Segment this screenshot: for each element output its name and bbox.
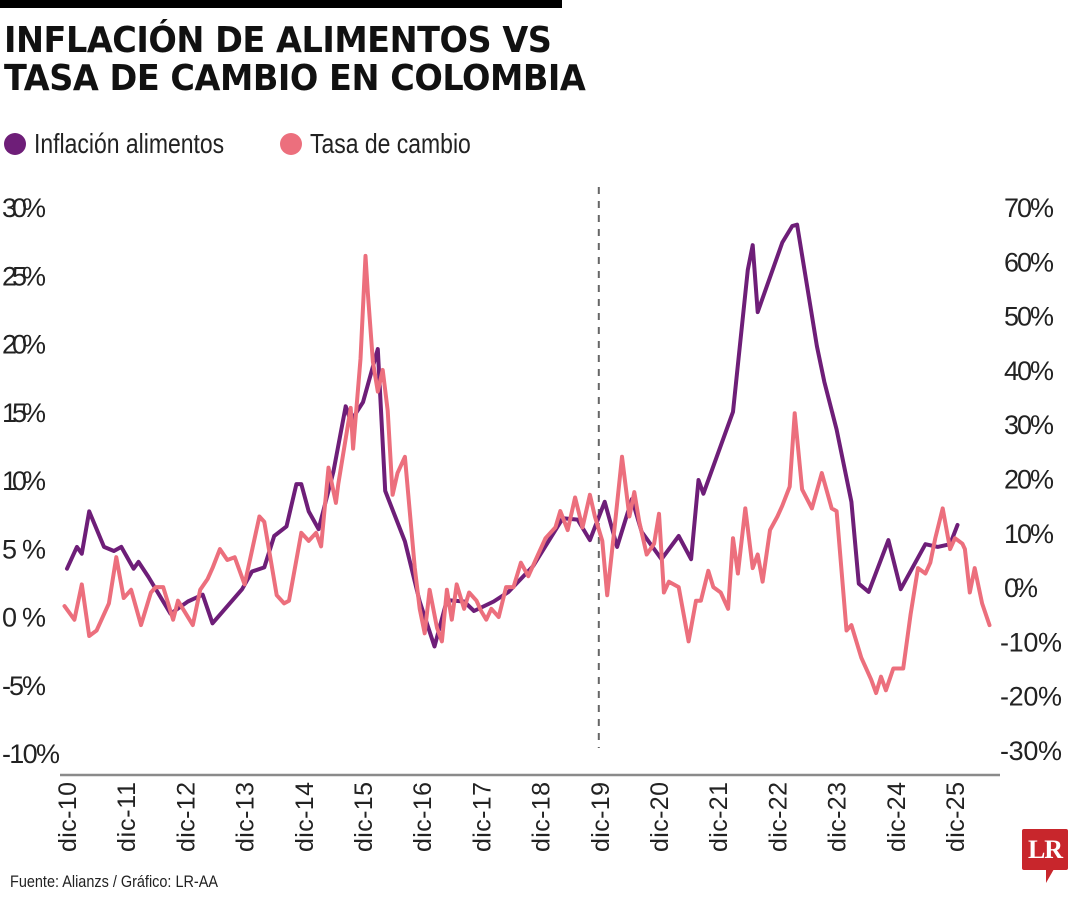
y-axis-right: 70% 60% 50% 40% 30% 20% 10% 0% -10% -20% -30% — [1000, 193, 1062, 766]
y-right-tick-label: 30% — [1004, 410, 1054, 440]
legend-label-tasa: Tasa de cambio — [309, 128, 471, 159]
x-tick-label: dic-19 — [587, 782, 615, 852]
y-right-tick-label: 60% — [1004, 247, 1054, 277]
x-tick-label: dic-22 — [764, 782, 792, 852]
x-tick-label: dic-12 — [172, 782, 200, 852]
y-left-tick-label: 20% — [2, 330, 46, 360]
series-line-tasa-de-cambio — [62, 253, 992, 695]
y-right-tick-label: 70% — [1004, 193, 1054, 223]
x-tick-label: dic-15 — [350, 782, 378, 852]
lr-logo-tail — [1046, 869, 1054, 883]
y-left-tick-label: -10% — [2, 739, 60, 769]
legend: Inflación alimentos Tasa de cambio — [4, 128, 546, 160]
series-line-inflacion-alimentos — [65, 222, 960, 649]
y-left-tick-label: 5% — [2, 534, 46, 564]
x-tick-label: dic-10 — [54, 782, 82, 852]
legend-item-inflacion: Inflación alimentos — [4, 128, 266, 160]
x-tick-label: dic-20 — [646, 782, 674, 852]
x-tick-label: dic-14 — [291, 782, 319, 852]
legend-label-inflacion: Inflación alimentos — [34, 128, 225, 159]
y-left-tick-label: 15% — [2, 398, 46, 428]
legend-dot-inflacion-icon — [4, 133, 26, 155]
title-line-2: TASA DE CAMBIO EN COLOMBIA — [4, 58, 586, 99]
x-tick-label: dic-17 — [468, 782, 496, 852]
x-tick-label: dic-18 — [528, 782, 556, 852]
inflacion-points — [67, 225, 958, 647]
y-right-tick-label: -30% — [1000, 736, 1062, 766]
y-left-tick-label: 30% — [2, 193, 46, 223]
title-line-1: INFLACIÓN DE ALIMENTOS VS — [4, 20, 552, 61]
legend-item-tasa: Tasa de cambio — [279, 128, 506, 160]
y-right-tick-label: 0% — [1004, 573, 1038, 603]
y-left-tick-label: -5% — [2, 671, 46, 701]
chart-title: INFLACIÓN DE ALIMENTOS VS TASA DE CAMBIO… — [4, 20, 586, 99]
y-right-tick-label: 20% — [1004, 465, 1054, 495]
x-tick-label: dic-25 — [942, 782, 970, 852]
x-tick-label: dic-23 — [824, 782, 852, 852]
y-right-tick-label: -20% — [1000, 682, 1062, 712]
legend-dot-tasa-icon — [279, 133, 302, 155]
x-axis: dic-10 dic-11 dic-12 dic-13 dic-14 dic-15 dic-… — [54, 782, 970, 852]
y-left-tick-label: 0% — [2, 603, 46, 633]
x-tick-label: dic-24 — [883, 782, 911, 852]
lr-logo: LR — [1022, 829, 1068, 870]
x-tick-label: dic-13 — [232, 782, 260, 852]
y-right-tick-label: 10% — [1004, 519, 1054, 549]
x-tick-label: dic-11 — [113, 782, 141, 852]
y-right-tick-label: 40% — [1004, 356, 1054, 386]
x-tick-label: dic-21 — [705, 782, 733, 852]
y-right-tick-label: -10% — [1000, 627, 1062, 657]
top-rule — [0, 0, 562, 8]
x-tick-label: dic-16 — [409, 782, 437, 852]
y-axis-left: 30% 25% 20% 15% 10% 5% 0% -5% -10% — [2, 193, 60, 769]
y-left-tick-label: 10% — [2, 466, 46, 496]
y-left-tick-label: 25% — [2, 261, 46, 291]
source-note: Fuente: Alianzs / Gráfico: LR-AA — [10, 872, 219, 891]
y-right-tick-label: 50% — [1004, 302, 1054, 332]
series-layer — [62, 222, 992, 695]
